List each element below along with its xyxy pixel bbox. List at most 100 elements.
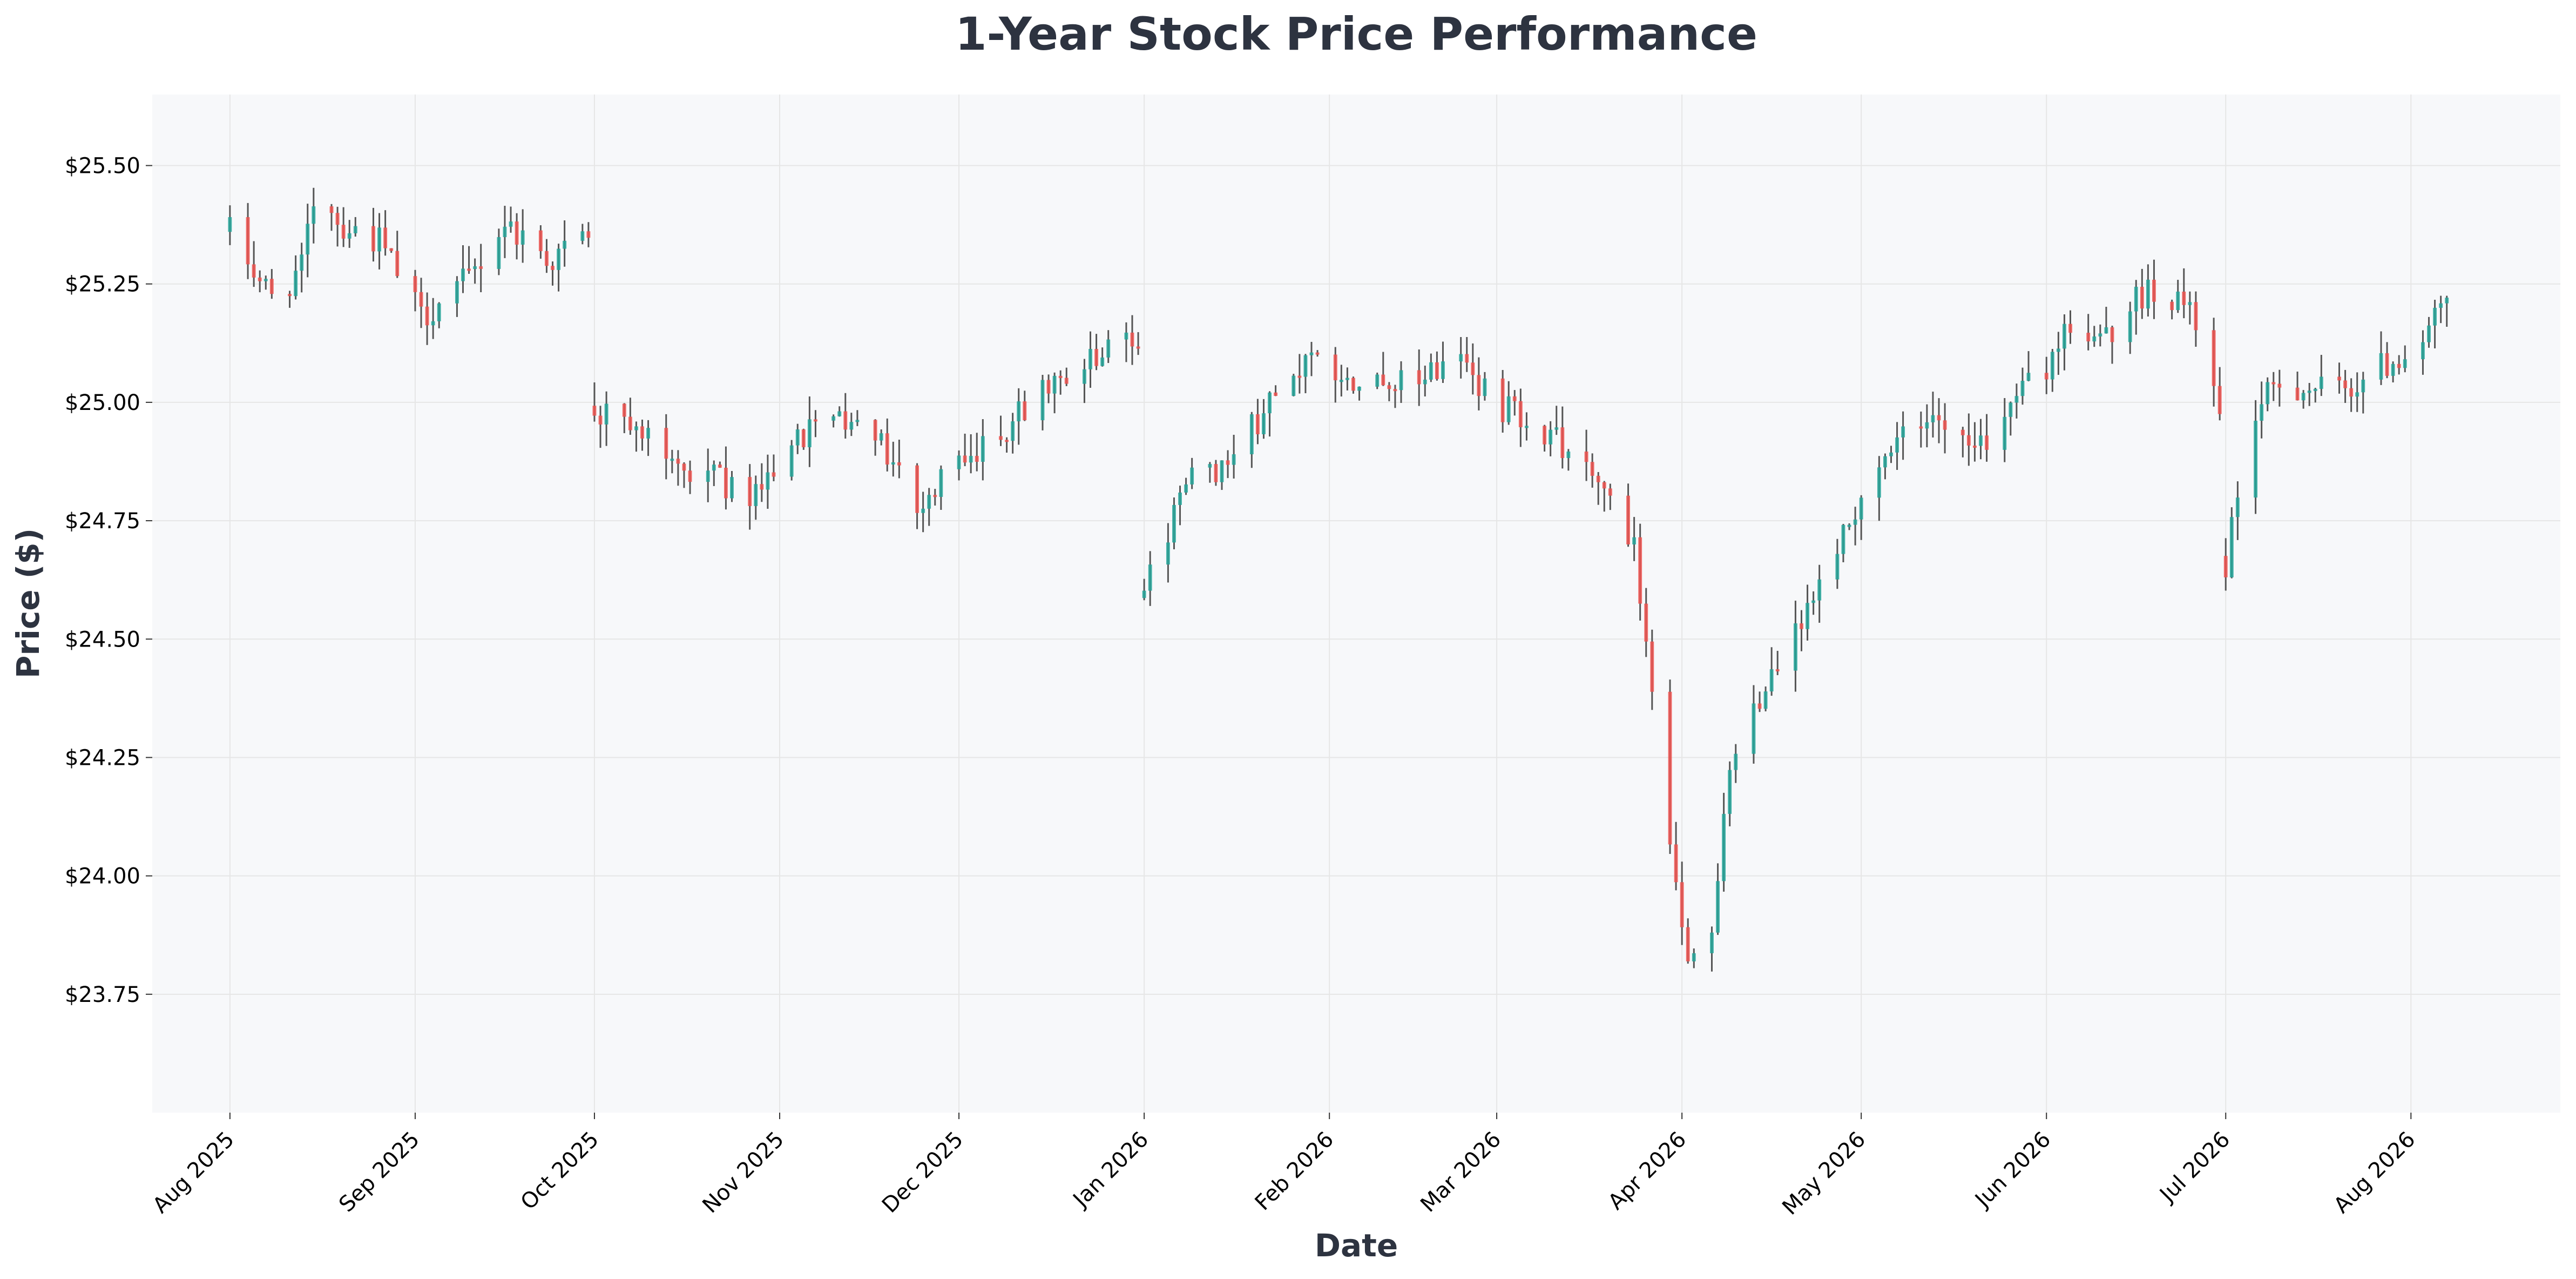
candle-up xyxy=(1506,396,1511,422)
x-tick-label: Jul 2026 xyxy=(2154,1127,2235,1208)
x-tick-label: Aug 2026 xyxy=(2329,1127,2421,1219)
candle-down xyxy=(371,226,375,252)
y-tick-label: $25.00 xyxy=(65,391,140,415)
candle-up xyxy=(503,226,507,237)
candle-up xyxy=(563,240,567,249)
candle-down xyxy=(2140,286,2144,309)
y-tick-label: $23.75 xyxy=(65,982,140,1007)
candle-down xyxy=(933,495,937,497)
candle-up xyxy=(1692,953,1696,961)
candle-up xyxy=(1483,378,1487,396)
candle-down xyxy=(2343,380,2348,388)
candle-up xyxy=(1423,379,1427,385)
x-axis-label: Date xyxy=(1315,1227,1398,1264)
candle-down xyxy=(1543,426,1547,445)
candle-up xyxy=(2104,327,2108,334)
candle-up xyxy=(1017,401,1021,422)
candle-up xyxy=(730,477,734,499)
candle-down xyxy=(724,467,728,499)
candle-up xyxy=(1184,484,1188,493)
candle-down xyxy=(814,419,817,422)
candle-down xyxy=(760,484,764,490)
candle-down xyxy=(2068,324,2072,333)
candle-down xyxy=(1465,354,1469,363)
x-tick-label: Jun 2026 xyxy=(1969,1127,2056,1214)
y-tick-label: $24.75 xyxy=(65,509,140,534)
candle-down xyxy=(1985,435,1989,450)
candle-up xyxy=(1710,932,1714,953)
candle-up xyxy=(1979,435,1983,446)
candle-down xyxy=(389,248,394,251)
candle-down xyxy=(640,426,644,439)
candle-down xyxy=(2170,301,2174,311)
candle-down xyxy=(1602,482,1606,489)
candle-down xyxy=(1435,362,1439,379)
candle-up xyxy=(604,403,608,425)
candle-up xyxy=(1208,464,1212,468)
candle-down xyxy=(479,266,483,269)
candle-down xyxy=(1477,375,1481,396)
candle-up xyxy=(1763,691,1768,709)
candle-up xyxy=(939,469,943,497)
candle-up xyxy=(1309,352,1314,355)
candle-up xyxy=(981,436,985,462)
candle-up xyxy=(1722,813,1726,881)
candle-up xyxy=(754,484,758,506)
candle-up xyxy=(1011,421,1015,441)
candle-up xyxy=(1793,623,1797,671)
grid-lines xyxy=(152,95,2560,1113)
candle-down xyxy=(341,225,346,239)
candle-down xyxy=(413,276,417,292)
candle-down xyxy=(2182,291,2186,305)
candle-up xyxy=(2260,404,2264,421)
candle-down xyxy=(246,217,250,265)
candle-up xyxy=(2176,291,2180,311)
candle-up xyxy=(2439,303,2443,308)
candle-up xyxy=(580,231,585,241)
candle-down xyxy=(1315,352,1320,355)
y-axis-ticks: $23.75 $24.00 $24.25 $24.50 $24.75 $25.00 $25.… xyxy=(65,154,152,1007)
candle-down xyxy=(748,477,752,506)
candle-up xyxy=(1106,339,1111,358)
candle-down xyxy=(288,294,292,297)
candle-down xyxy=(2349,388,2354,397)
candle-up xyxy=(2254,420,2258,498)
candle-down xyxy=(1608,488,1612,496)
candle-down xyxy=(269,279,274,294)
candle-down xyxy=(2397,363,2401,368)
candle-down xyxy=(1650,641,1654,692)
candle-down xyxy=(772,472,776,477)
candle-up xyxy=(969,456,973,463)
candle-down xyxy=(718,465,722,468)
candle-up xyxy=(1339,380,1343,382)
candle-up xyxy=(557,248,560,270)
candle-up xyxy=(1083,369,1086,384)
candle-up xyxy=(2355,392,2359,397)
candle-up xyxy=(921,508,925,513)
candle-down xyxy=(963,455,967,463)
candle-down xyxy=(1005,440,1009,442)
candle-down xyxy=(1393,389,1397,392)
x-tick-label: Sep 2025 xyxy=(334,1127,424,1217)
candle-up xyxy=(1835,554,1840,580)
candle-up xyxy=(2427,325,2431,342)
candle-up xyxy=(1292,375,1296,396)
candle-up xyxy=(795,429,800,446)
candle-up xyxy=(2026,373,2031,381)
candle-up xyxy=(2098,333,2102,336)
plot-area xyxy=(152,95,2560,1113)
candle-up xyxy=(1345,378,1349,380)
candle-up xyxy=(2403,359,2407,368)
candle-down xyxy=(2194,302,2198,331)
candle-down xyxy=(1255,414,1260,434)
candle-up xyxy=(2063,324,2066,349)
candle-up xyxy=(1303,355,1308,377)
candle-down xyxy=(2212,330,2216,386)
candle-up xyxy=(2301,393,2305,401)
candle-down xyxy=(1226,460,1230,465)
candle-down xyxy=(1560,427,1565,458)
candle-down xyxy=(915,465,919,513)
y-tick-label: $24.25 xyxy=(65,745,140,770)
candle-up xyxy=(837,411,842,416)
x-tick-label: Jan 2026 xyxy=(1067,1127,1153,1213)
